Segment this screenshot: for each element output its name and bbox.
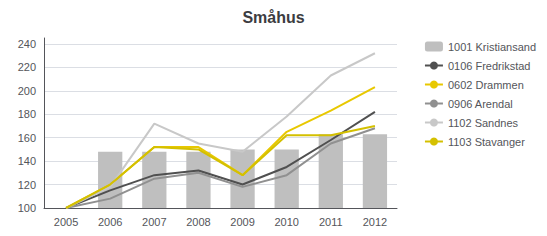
svg-text:2010: 2010 [274,216,298,228]
svg-text:0602 Drammen: 0602 Drammen [448,79,524,91]
svg-text:200: 200 [18,85,36,97]
svg-text:160: 160 [18,132,36,144]
svg-text:2011: 2011 [319,216,343,228]
svg-text:1102 Sandnes: 1102 Sandnes [448,117,519,129]
svg-text:180: 180 [18,108,36,120]
svg-text:140: 140 [18,155,36,167]
svg-text:2012: 2012 [363,216,387,228]
svg-text:0906 Arendal: 0906 Arendal [448,98,513,110]
svg-text:2007: 2007 [142,216,166,228]
svg-text:2009: 2009 [230,216,254,228]
svg-text:100: 100 [18,202,36,214]
svg-text:220: 220 [18,61,36,73]
svg-text:2006: 2006 [98,216,122,228]
svg-text:1001 Kristiansand: 1001 Kristiansand [448,41,536,53]
svg-text:1103 Stavanger: 1103 Stavanger [448,136,525,148]
svg-text:240: 240 [18,38,36,50]
svg-text:120: 120 [18,179,36,191]
svg-text:2008: 2008 [186,216,210,228]
svg-text:2005: 2005 [54,216,78,228]
svg-text:0106 Fredrikstad: 0106 Fredrikstad [448,60,531,72]
svg-text:Småhus: Småhus [242,9,304,26]
